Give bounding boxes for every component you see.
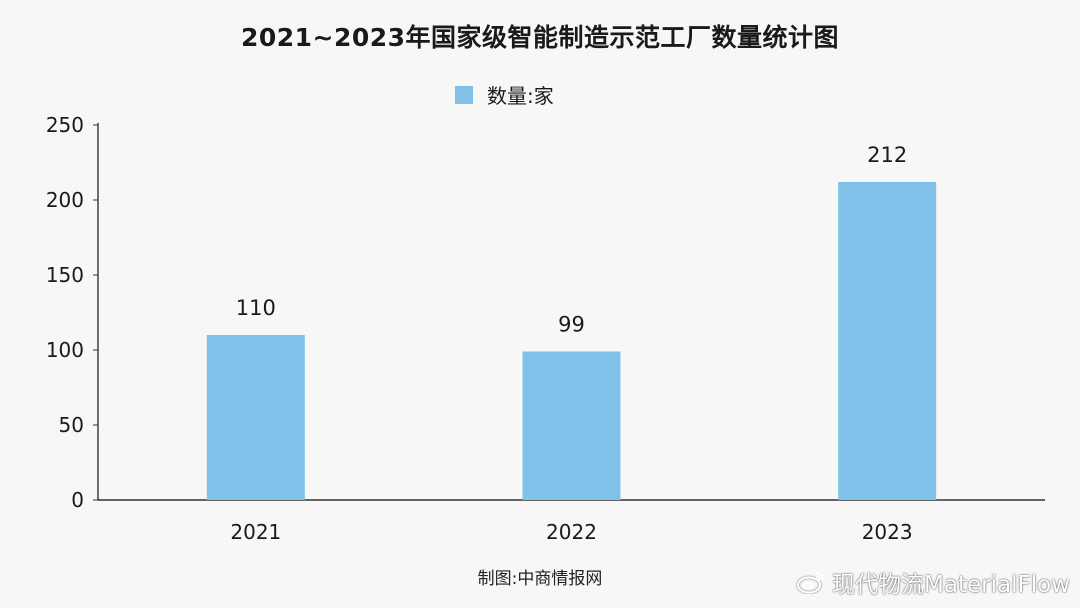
x-tick-label-2021: 2021	[230, 520, 281, 544]
data-label-2023: 212	[867, 143, 907, 167]
watermark: 现代物流MaterialFlow	[796, 565, 1070, 599]
x-tick-label-2023: 2023	[862, 520, 913, 544]
chart-title: 2021~2023年国家级智能制造示范工厂数量统计图	[240, 23, 840, 52]
data-label-2021: 110	[236, 296, 276, 320]
y-tick-label: 200	[46, 188, 84, 212]
weibo-icon	[797, 572, 825, 594]
y-tick-label: 50	[59, 413, 84, 437]
x-tick-label-2022: 2022	[546, 520, 597, 544]
y-tick-label: 100	[46, 338, 84, 362]
y-tick-label: 0	[71, 488, 84, 512]
bar-2022	[522, 351, 621, 500]
data-label-2022: 99	[558, 313, 585, 337]
watermark-text: 现代物流MaterialFlow	[832, 572, 1070, 598]
y-tick-label: 150	[46, 263, 84, 287]
bar-2023	[838, 182, 937, 500]
chart-source-caption: 制图:中商情报网	[477, 569, 603, 589]
bar-2021	[206, 335, 305, 500]
legend: 数量:家	[455, 80, 554, 109]
legend-label: 数量:家	[487, 84, 554, 108]
legend-swatch	[455, 85, 473, 104]
bar-chart: 0 50 100 150 200 250 110 2021 99 2022 212 2023	[46, 113, 1045, 544]
y-tick-label: 250	[46, 113, 84, 137]
